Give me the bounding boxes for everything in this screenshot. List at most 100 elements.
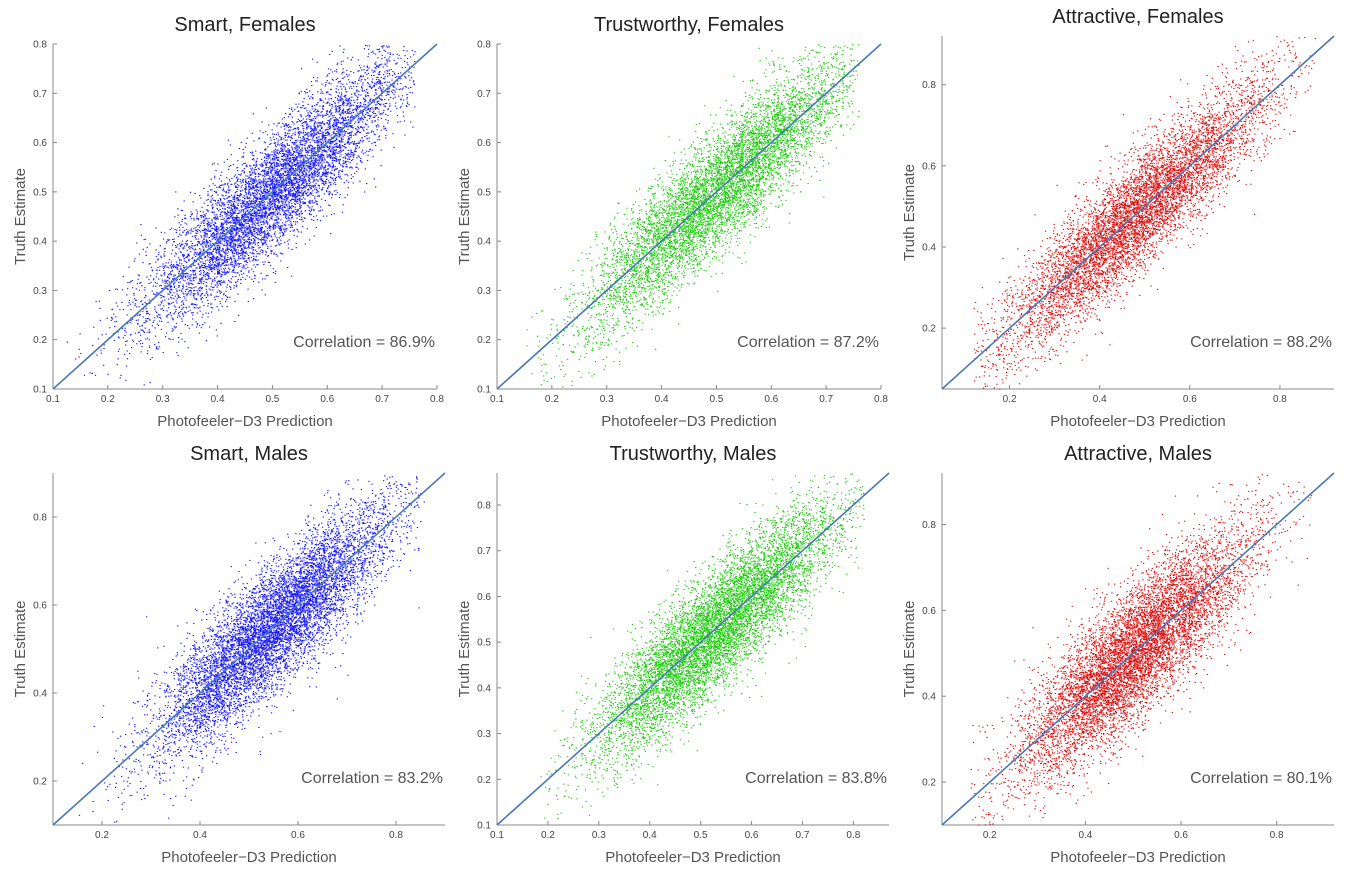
- data-point: [289, 126, 290, 127]
- data-point: [408, 88, 409, 89]
- data-point: [364, 116, 365, 117]
- data-point: [332, 166, 333, 167]
- data-point: [254, 253, 255, 254]
- data-point: [354, 141, 355, 142]
- data-point: [164, 274, 165, 275]
- data-point: [359, 147, 360, 148]
- data-point: [264, 173, 265, 174]
- data-point: [216, 214, 217, 215]
- data-point: [349, 113, 350, 114]
- data-point: [376, 115, 377, 116]
- data-point: [276, 237, 277, 238]
- data-point: [276, 134, 277, 135]
- data-point: [199, 307, 200, 308]
- data-point: [339, 127, 340, 128]
- data-point: [203, 283, 204, 284]
- data-point: [159, 266, 160, 267]
- data-point: [304, 143, 305, 144]
- data-point: [342, 72, 343, 73]
- data-point: [246, 251, 247, 252]
- data-point: [220, 214, 221, 215]
- data-point: [238, 266, 239, 267]
- data-point: [363, 140, 364, 141]
- data-point: [217, 243, 218, 244]
- data-point: [301, 116, 302, 117]
- data-point: [271, 213, 272, 214]
- data-point: [277, 213, 278, 214]
- data-point: [197, 229, 198, 230]
- data-point: [237, 260, 238, 261]
- data-point: [282, 192, 283, 193]
- data-point: [261, 221, 262, 222]
- data-point: [307, 205, 308, 206]
- data-point: [322, 121, 323, 122]
- data-point: [264, 222, 265, 223]
- data-point: [243, 205, 244, 206]
- data-point: [196, 327, 197, 328]
- data-point: [233, 220, 234, 221]
- data-point: [235, 201, 236, 202]
- data-point: [328, 68, 329, 69]
- data-point: [137, 283, 138, 284]
- data-point: [330, 151, 331, 152]
- data-point: [211, 307, 212, 308]
- data-point: [299, 201, 300, 202]
- data-point: [136, 243, 137, 244]
- data-point: [269, 157, 270, 158]
- data-point: [287, 168, 288, 169]
- data-point: [177, 208, 178, 209]
- data-point: [221, 202, 222, 203]
- data-point: [193, 287, 194, 288]
- data-point: [230, 212, 231, 213]
- data-point: [387, 82, 388, 83]
- data-point: [207, 244, 208, 245]
- data-point: [183, 294, 184, 295]
- data-point: [312, 190, 313, 191]
- data-point: [265, 208, 266, 209]
- data-point: [140, 314, 141, 315]
- data-point: [382, 55, 383, 56]
- data-point: [185, 324, 186, 325]
- data-point: [184, 200, 185, 201]
- data-point: [269, 219, 270, 220]
- data-point: [210, 223, 211, 224]
- data-point: [407, 103, 408, 104]
- data-point: [393, 85, 394, 86]
- data-point: [168, 274, 169, 275]
- data-point: [394, 73, 395, 74]
- data-point: [244, 201, 245, 202]
- data-point: [283, 178, 284, 179]
- data-point: [306, 165, 307, 166]
- data-point: [141, 300, 142, 301]
- data-point: [209, 240, 210, 241]
- data-point: [277, 224, 278, 225]
- data-point: [226, 198, 227, 199]
- data-point: [291, 146, 292, 147]
- data-point: [298, 182, 299, 183]
- data-point: [172, 245, 173, 246]
- data-point: [350, 86, 351, 87]
- data-point: [139, 326, 140, 327]
- data-point: [268, 158, 269, 159]
- data-point: [248, 223, 249, 224]
- data-point: [240, 263, 241, 264]
- data-point: [214, 191, 215, 192]
- data-point: [218, 219, 219, 220]
- data-point: [304, 108, 305, 109]
- data-point: [260, 165, 261, 166]
- data-point: [169, 259, 170, 260]
- data-point: [221, 181, 222, 182]
- data-point: [273, 123, 274, 124]
- data-point: [304, 91, 305, 92]
- data-point: [255, 151, 256, 152]
- data-point: [330, 118, 331, 119]
- data-point: [155, 336, 156, 337]
- data-point: [182, 241, 183, 242]
- data-point: [243, 266, 244, 267]
- data-point: [227, 202, 228, 203]
- data-point: [198, 254, 199, 255]
- data-point: [276, 254, 277, 255]
- data-point: [363, 104, 364, 105]
- data-point: [321, 127, 322, 128]
- data-point: [298, 127, 299, 128]
